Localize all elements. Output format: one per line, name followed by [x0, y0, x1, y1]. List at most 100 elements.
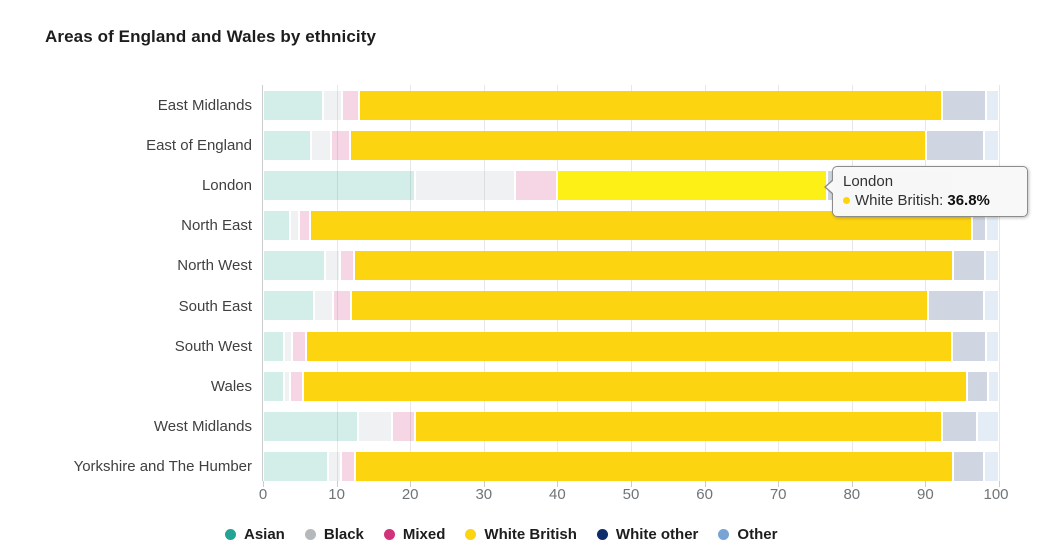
bar-segment-asian[interactable] — [263, 371, 284, 401]
bar-segment-other[interactable] — [985, 90, 999, 120]
bar-row: South West — [175, 326, 999, 366]
bar-segment-other[interactable] — [976, 412, 999, 441]
bar-segment-asian[interactable] — [263, 291, 314, 321]
gridline — [925, 85, 927, 481]
legend-item-mixed[interactable]: Mixed — [383, 526, 446, 543]
x-axis-tick-label: 0 — [258, 486, 268, 503]
legend-label-asian: Asian — [244, 526, 285, 543]
bar-segment-mixed[interactable] — [341, 452, 355, 482]
legend-item-asian[interactable]: Asian — [225, 526, 285, 543]
bar-segment-white-british[interactable] — [349, 130, 927, 160]
bar-segment-other[interactable] — [985, 331, 999, 361]
bar-segment-asian[interactable] — [263, 412, 358, 441]
bar-segment-mixed[interactable] — [331, 130, 350, 160]
tooltip-title: London — [843, 173, 894, 190]
legend-marker-icon-white-british — [465, 529, 477, 540]
bar-segment-black[interactable] — [357, 412, 392, 441]
bar-segment-other[interactable] — [986, 211, 999, 241]
bar-segment-white-british[interactable] — [351, 291, 929, 321]
bar-row: Wales — [211, 366, 999, 406]
bar-segment-mixed[interactable] — [339, 251, 355, 281]
legend-label-black: Black — [323, 526, 364, 543]
bar-segment-other[interactable] — [984, 291, 999, 321]
bar-segment-black[interactable] — [284, 331, 292, 361]
x-axis-tick-label: 20 — [401, 486, 419, 503]
y-axis-label: South East — [178, 297, 252, 315]
bar-segment-black[interactable] — [283, 371, 291, 401]
gridline — [851, 85, 853, 481]
bar-segment-white-british[interactable] — [302, 371, 967, 401]
bar-segment-white-british[interactable] — [359, 90, 942, 120]
x-axis-tick — [410, 481, 412, 487]
bar-segment-black[interactable] — [290, 211, 300, 241]
x-axis-zero-line — [262, 85, 263, 481]
bar-segment-black[interactable] — [310, 130, 332, 160]
plot-area: East Midlands East of England London North … — [74, 85, 1009, 503]
legend-item-black[interactable]: Black — [304, 526, 364, 543]
bar-segment-white-british[interactable] — [305, 331, 952, 361]
bar-segment-white-other[interactable] — [951, 331, 986, 361]
bar-segment-other[interactable] — [984, 251, 999, 281]
bar-track — [263, 90, 999, 120]
bar-row: South East — [179, 286, 999, 326]
x-axis-tick-label: 50 — [622, 486, 640, 503]
bar-track — [263, 331, 999, 361]
bar-segment-white-other[interactable] — [942, 412, 977, 441]
bar-segment-white-other[interactable] — [926, 130, 984, 160]
x-axis-tick — [851, 481, 853, 487]
y-axis-label: East of England — [146, 136, 252, 154]
bar-segment-asian[interactable] — [263, 90, 324, 120]
bar-segment-white-other[interactable] — [928, 291, 985, 321]
bar-segment-asian[interactable] — [263, 211, 291, 241]
tooltip-value: 36.8% — [947, 192, 990, 209]
bar-track — [263, 452, 999, 482]
y-axis-label: North West — [177, 257, 252, 275]
bar-segment-mixed[interactable] — [514, 170, 557, 200]
bar-segment-other[interactable] — [983, 130, 999, 160]
bar-segment-white-other[interactable] — [971, 211, 987, 241]
bar-segment-white-british[interactable] — [415, 412, 943, 441]
bar-segment-other[interactable] — [984, 452, 999, 482]
tooltip: London White British: 36.8% — [824, 166, 1028, 217]
bar-segment-black[interactable] — [313, 291, 333, 321]
gridline — [336, 85, 338, 481]
bar-segment-mixed[interactable] — [332, 291, 352, 321]
bar-segment-white-other[interactable] — [952, 251, 985, 281]
bar-segment-other[interactable] — [987, 371, 999, 401]
bar-segment-black[interactable] — [324, 251, 340, 281]
bar-segment-white-british[interactable] — [556, 170, 828, 200]
legend-item-white-british[interactable]: White British — [465, 526, 577, 543]
bar-segment-mixed[interactable] — [290, 371, 303, 401]
x-axis-tick — [263, 481, 264, 487]
bar-segment-white-british[interactable] — [354, 251, 953, 281]
legend-marker-icon-other — [718, 529, 730, 540]
bar-segment-asian[interactable] — [263, 251, 325, 281]
bar-segment-asian[interactable] — [263, 170, 416, 200]
x-axis-tick-label: 30 — [475, 486, 493, 503]
bar-segment-white-other[interactable] — [941, 90, 986, 120]
bar-segment-asian[interactable] — [263, 331, 285, 361]
bar-segment-mixed[interactable] — [391, 412, 416, 441]
bar-segment-asian[interactable] — [263, 452, 328, 482]
bar-rows: East Midlands East of England London North … — [74, 85, 999, 487]
bar-segment-white-other[interactable] — [952, 452, 985, 482]
bar-segment-white-other[interactable] — [966, 371, 988, 401]
bar-segment-mixed[interactable] — [341, 90, 360, 120]
gridline — [704, 85, 706, 481]
bar-track — [263, 251, 999, 281]
bar-segment-black[interactable] — [415, 170, 515, 200]
x-axis-tick — [336, 481, 338, 487]
legend-item-other[interactable]: Other — [718, 526, 777, 543]
bar-segment-black[interactable] — [323, 90, 342, 120]
bar-segment-black[interactable] — [327, 452, 341, 482]
legend-item-white-other[interactable]: White other — [596, 526, 698, 543]
bar-segment-mixed[interactable] — [291, 331, 306, 361]
bar-segment-mixed[interactable] — [299, 211, 311, 241]
y-axis-label: South West — [174, 337, 252, 355]
x-axis-tick-label: 70 — [769, 486, 787, 503]
x-axis-tick-label: 90 — [917, 486, 934, 503]
bar-segment-asian[interactable] — [263, 130, 311, 160]
legend-label-mixed: Mixed — [402, 526, 446, 543]
bar-segment-white-british[interactable] — [354, 452, 953, 482]
